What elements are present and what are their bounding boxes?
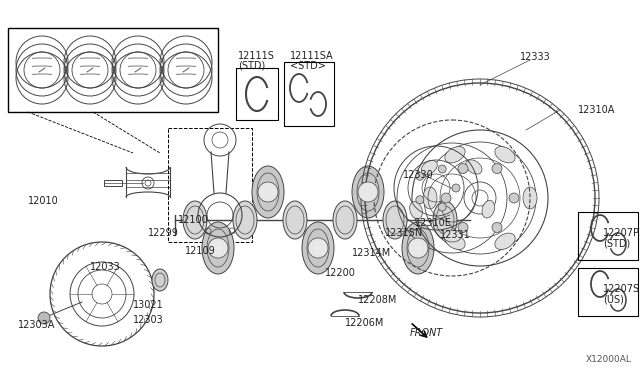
Text: 12111SA: 12111SA — [290, 51, 333, 61]
Ellipse shape — [495, 233, 515, 250]
Circle shape — [208, 238, 228, 258]
Text: (STD): (STD) — [238, 61, 265, 71]
Text: X12000AL: X12000AL — [586, 355, 632, 364]
Bar — [104, 180, 122, 186]
Text: (STD): (STD) — [603, 238, 630, 248]
Text: 12303: 12303 — [132, 315, 163, 325]
Text: 12303A: 12303A — [18, 320, 56, 330]
Circle shape — [308, 238, 328, 258]
Ellipse shape — [421, 160, 437, 175]
Ellipse shape — [482, 201, 495, 218]
Text: 12206M: 12206M — [345, 318, 385, 328]
Ellipse shape — [183, 201, 207, 239]
Ellipse shape — [252, 166, 284, 218]
Ellipse shape — [444, 230, 461, 242]
Ellipse shape — [202, 222, 234, 274]
Ellipse shape — [445, 233, 465, 250]
Text: 12010: 12010 — [28, 196, 59, 206]
Ellipse shape — [402, 222, 434, 274]
Ellipse shape — [410, 202, 422, 219]
Bar — [236, 68, 278, 120]
Ellipse shape — [233, 201, 257, 239]
Circle shape — [492, 222, 502, 232]
Text: 12207S: 12207S — [603, 284, 640, 294]
Circle shape — [258, 182, 278, 202]
Circle shape — [416, 172, 424, 180]
Bar — [578, 268, 638, 316]
Bar — [284, 62, 334, 126]
Text: (US): (US) — [603, 294, 624, 304]
Ellipse shape — [283, 201, 307, 239]
Ellipse shape — [423, 187, 437, 209]
Circle shape — [416, 196, 424, 204]
Text: 12314M: 12314M — [352, 248, 391, 258]
Circle shape — [458, 164, 468, 174]
Text: FRONT: FRONT — [410, 328, 444, 338]
Text: 12310E: 12310E — [415, 218, 452, 228]
Ellipse shape — [495, 147, 515, 163]
Text: 12330: 12330 — [403, 170, 434, 180]
Text: 12033: 12033 — [90, 262, 120, 272]
Circle shape — [492, 164, 502, 174]
Circle shape — [509, 193, 519, 203]
Text: 12315N: 12315N — [385, 228, 423, 238]
Ellipse shape — [433, 201, 457, 239]
Circle shape — [458, 222, 468, 232]
Circle shape — [438, 203, 446, 211]
Text: 12207P: 12207P — [603, 228, 640, 238]
Text: 12109: 12109 — [185, 246, 216, 256]
Text: 12299: 12299 — [148, 228, 179, 238]
Circle shape — [441, 193, 451, 203]
Text: 12333: 12333 — [520, 52, 551, 62]
Text: 12111S: 12111S — [238, 51, 275, 61]
Ellipse shape — [466, 160, 482, 174]
Text: 12331: 12331 — [440, 230, 471, 240]
Ellipse shape — [152, 269, 168, 291]
Ellipse shape — [302, 222, 334, 274]
Bar — [168, 128, 252, 242]
Text: <STD>: <STD> — [290, 61, 326, 71]
Text: 12208M: 12208M — [358, 295, 397, 305]
Circle shape — [438, 165, 446, 173]
Text: 12310A: 12310A — [578, 105, 616, 115]
Ellipse shape — [333, 201, 357, 239]
Bar — [578, 212, 638, 260]
Circle shape — [408, 238, 428, 258]
Ellipse shape — [523, 187, 537, 209]
Circle shape — [38, 312, 50, 324]
Circle shape — [358, 182, 378, 202]
Text: 12200: 12200 — [324, 268, 355, 278]
Ellipse shape — [383, 201, 407, 239]
Ellipse shape — [352, 166, 384, 218]
Circle shape — [452, 184, 460, 192]
Bar — [8, 28, 218, 112]
Text: 12100: 12100 — [178, 215, 209, 225]
Ellipse shape — [445, 147, 465, 163]
Text: 13021: 13021 — [132, 300, 163, 310]
